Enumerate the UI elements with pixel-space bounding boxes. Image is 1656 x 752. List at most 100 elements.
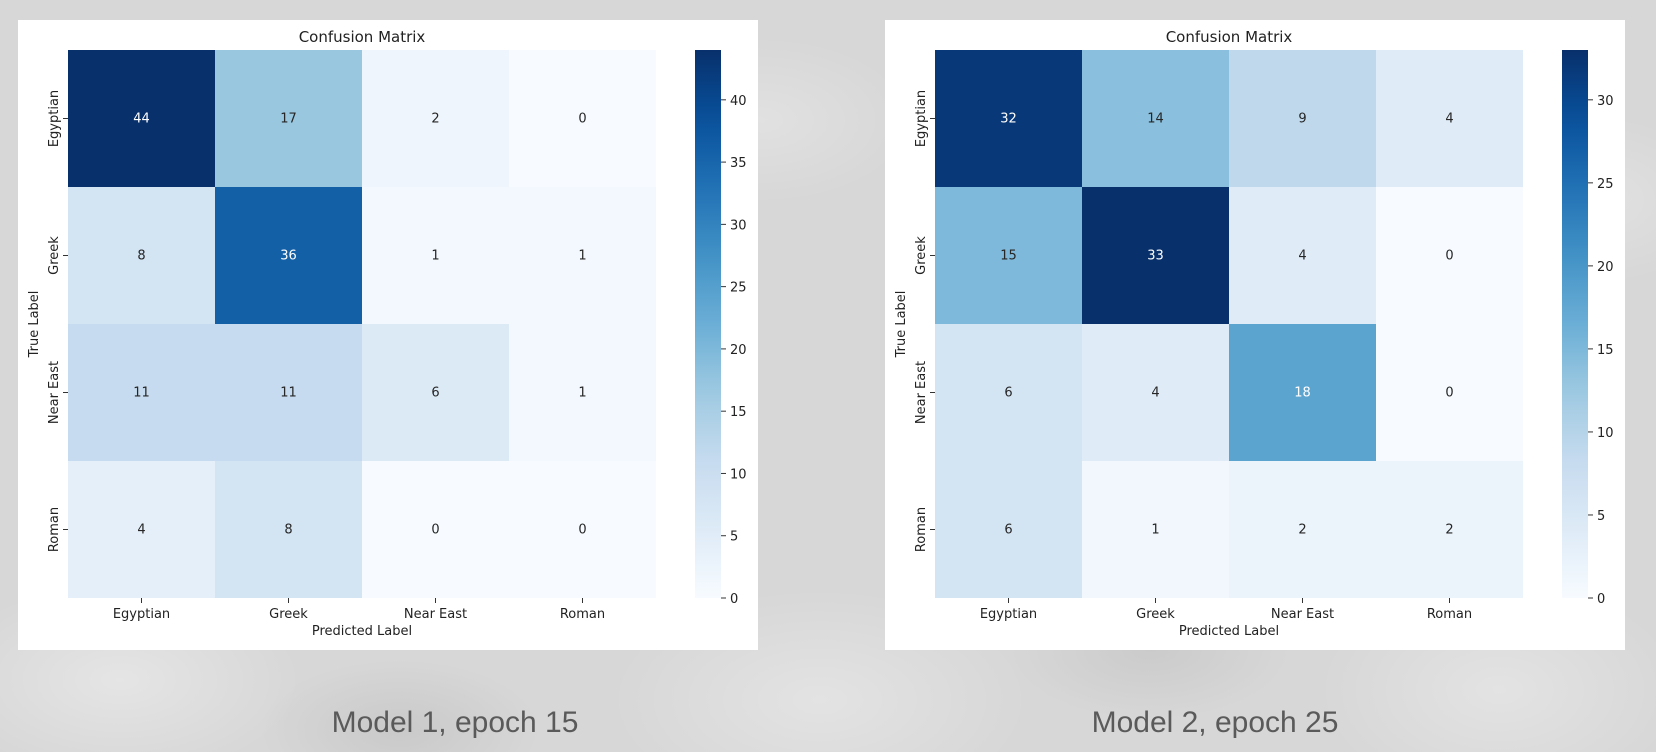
heatmap-cell [509, 187, 656, 324]
cell-value-label: 1 [431, 249, 439, 264]
y-tick-label: Near East [914, 361, 929, 424]
heatmap-cell [509, 461, 656, 598]
colorbar-tick-label: 30 [730, 218, 747, 233]
heatmap-cell [509, 324, 656, 461]
colorbar-tick-label: 0 [730, 592, 738, 607]
y-axis-label: True Label [894, 291, 909, 359]
heatmap-cell [215, 50, 362, 187]
colorbar-tick-label: 5 [730, 530, 738, 545]
cell-value-label: 6 [1004, 386, 1012, 401]
chart-title: Confusion Matrix [299, 28, 426, 46]
x-tick-label: Egyptian [113, 607, 170, 622]
x-tick-label: Roman [560, 607, 605, 622]
heatmap-cell [1376, 50, 1523, 187]
heatmap-cell [935, 461, 1082, 598]
cell-value-label: 0 [431, 523, 439, 538]
heatmap-cell [1082, 50, 1229, 187]
cell-value-label: 0 [578, 523, 586, 538]
y-tick-label: Roman [914, 507, 929, 552]
x-tick-label: Greek [1136, 607, 1175, 622]
heatmap-cell [1082, 324, 1229, 461]
colorbar-tick-label: 35 [730, 156, 747, 171]
caption-2: Model 2, epoch 25 [1091, 706, 1339, 739]
cell-value-label: 0 [1445, 386, 1453, 401]
caption-1: Model 1, epoch 15 [331, 706, 579, 739]
heatmap-cell [68, 187, 215, 324]
heatmap-cell [1229, 461, 1376, 598]
heatmap-cell [215, 324, 362, 461]
colorbar [1562, 50, 1588, 598]
heatmap-cell [509, 50, 656, 187]
colorbar-tick-label: 25 [1597, 177, 1614, 192]
x-axis-label: Predicted Label [312, 624, 412, 639]
cell-value-label: 18 [1294, 386, 1311, 401]
cell-value-label: 4 [1445, 112, 1453, 127]
cell-value-label: 6 [1004, 523, 1012, 538]
heatmap-cell [1229, 50, 1376, 187]
colorbar-tick-label: 10 [1597, 426, 1614, 441]
y-tick-label: Greek [914, 236, 929, 275]
colorbar-tick-label: 0 [1597, 592, 1605, 607]
heatmap-cell [1229, 187, 1376, 324]
heatmap-cell [935, 324, 1082, 461]
cell-value-label: 15 [1000, 249, 1017, 264]
cell-value-label: 32 [1000, 112, 1017, 127]
heatmap-cell [362, 461, 509, 598]
cell-value-label: 8 [284, 523, 292, 538]
cell-value-label: 0 [578, 112, 586, 127]
colorbar-tick-label: 25 [730, 281, 747, 296]
cell-value-label: 1 [1151, 523, 1159, 538]
heatmap-cell [215, 187, 362, 324]
heatmap-cell [362, 50, 509, 187]
heatmap-cell [362, 187, 509, 324]
colorbar-tick-label: 15 [730, 405, 747, 420]
heatmap-cell [1229, 324, 1376, 461]
cell-value-label: 0 [1445, 249, 1453, 264]
cell-value-label: 1 [578, 249, 586, 264]
heatmap-cell [68, 324, 215, 461]
cell-value-label: 4 [1151, 386, 1159, 401]
y-tick-label: Egyptian [914, 90, 929, 147]
heatmap-cell [68, 461, 215, 598]
chart-title: Confusion Matrix [1166, 28, 1293, 46]
colorbar-tick-label: 15 [1597, 343, 1614, 358]
cell-value-label: 36 [280, 249, 297, 264]
cell-value-label: 44 [133, 112, 150, 127]
y-tick-label: Roman [47, 507, 62, 552]
cell-value-label: 17 [280, 112, 297, 127]
heatmap-cell [68, 50, 215, 187]
cell-value-label: 2 [1445, 523, 1453, 538]
cell-value-label: 4 [137, 523, 145, 538]
colorbar-tick-label: 20 [1597, 260, 1614, 275]
heatmap-cell [1376, 461, 1523, 598]
cell-value-label: 11 [133, 386, 150, 401]
chart-panel-1: Confusion Matrix 44 17 2 0 8 36 1 1 11 11 6 1 4 8 0 0 Egy… [18, 20, 758, 650]
cell-value-label: 4 [1298, 249, 1306, 264]
x-tick-label: Near East [1271, 607, 1334, 622]
cell-value-label: 8 [137, 249, 145, 264]
y-axis-label: True Label [27, 291, 42, 359]
y-tick-label: Near East [47, 361, 62, 424]
y-tick-label: Egyptian [47, 90, 62, 147]
heatmap-cell [1082, 461, 1229, 598]
heatmap-cell [1376, 324, 1523, 461]
colorbar-tick-label: 40 [730, 94, 747, 109]
x-tick-label: Egyptian [980, 607, 1037, 622]
cell-value-label: 2 [1298, 523, 1306, 538]
colorbar-tick-label: 10 [730, 467, 747, 482]
colorbar [695, 50, 721, 598]
x-tick-label: Greek [269, 607, 308, 622]
heatmap-cell [935, 50, 1082, 187]
x-tick-label: Near East [404, 607, 467, 622]
x-axis-label: Predicted Label [1179, 624, 1279, 639]
heatmap-cell [935, 187, 1082, 324]
colorbar-tick-label: 20 [730, 343, 747, 358]
chart-panel-2: Confusion Matrix 32 14 9 4 15 33 4 0 6 4 18 0 6 1 2 2 Egy… [885, 20, 1625, 650]
x-tick-label: Roman [1427, 607, 1472, 622]
cell-value-label: 1 [578, 386, 586, 401]
heatmap-cell [362, 324, 509, 461]
cell-value-label: 9 [1298, 112, 1306, 127]
colorbar-tick-label: 30 [1597, 94, 1614, 109]
